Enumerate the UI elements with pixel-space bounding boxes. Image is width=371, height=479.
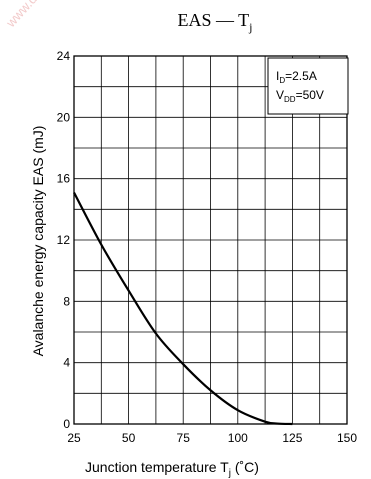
- y-tick-label: 4: [63, 356, 70, 370]
- grid: [74, 56, 347, 424]
- x-axis-tick-labels: 25 50 75 100 125 150: [67, 431, 357, 445]
- y-tick-label: 20: [57, 110, 71, 124]
- legend-condition-current: ID=2.5A: [276, 69, 317, 85]
- legend-frame: [267, 57, 349, 115]
- y-axis-label: Avalanche energy capacity EAS (mJ): [30, 126, 46, 357]
- legend-box: ID=2.5A VDD=50V: [267, 57, 349, 115]
- y-tick-label: 24: [57, 49, 71, 63]
- eas-curve-line: [73, 191, 293, 426]
- x-tick-label: 100: [228, 431, 248, 445]
- x-tick-label: 125: [282, 431, 302, 445]
- chart-title: EAS — Tj: [177, 10, 252, 34]
- x-tick-label: 150: [337, 431, 357, 445]
- x-axis-label: Junction temperature Tj (˚C): [85, 459, 259, 479]
- y-tick-label: 16: [57, 172, 71, 186]
- legend-condition-voltage: VDD=50V: [276, 88, 324, 104]
- x-tick-label: 25: [67, 431, 81, 445]
- y-tick-label: 0: [63, 417, 70, 431]
- plot-area-border: [73, 55, 348, 425]
- series-layer: [73, 191, 293, 426]
- y-tick-label: 8: [63, 294, 70, 308]
- y-axis-tick-labels: 0 4 8 12 16 20 24: [57, 49, 71, 431]
- y-tick-label: 12: [57, 233, 71, 247]
- x-tick-label: 75: [177, 431, 191, 445]
- x-tick-label: 50: [122, 431, 136, 445]
- watermark-text: www.datasheet.com.cn...silicon.pa...: [2, 0, 154, 31]
- plot-frame: [73, 55, 348, 425]
